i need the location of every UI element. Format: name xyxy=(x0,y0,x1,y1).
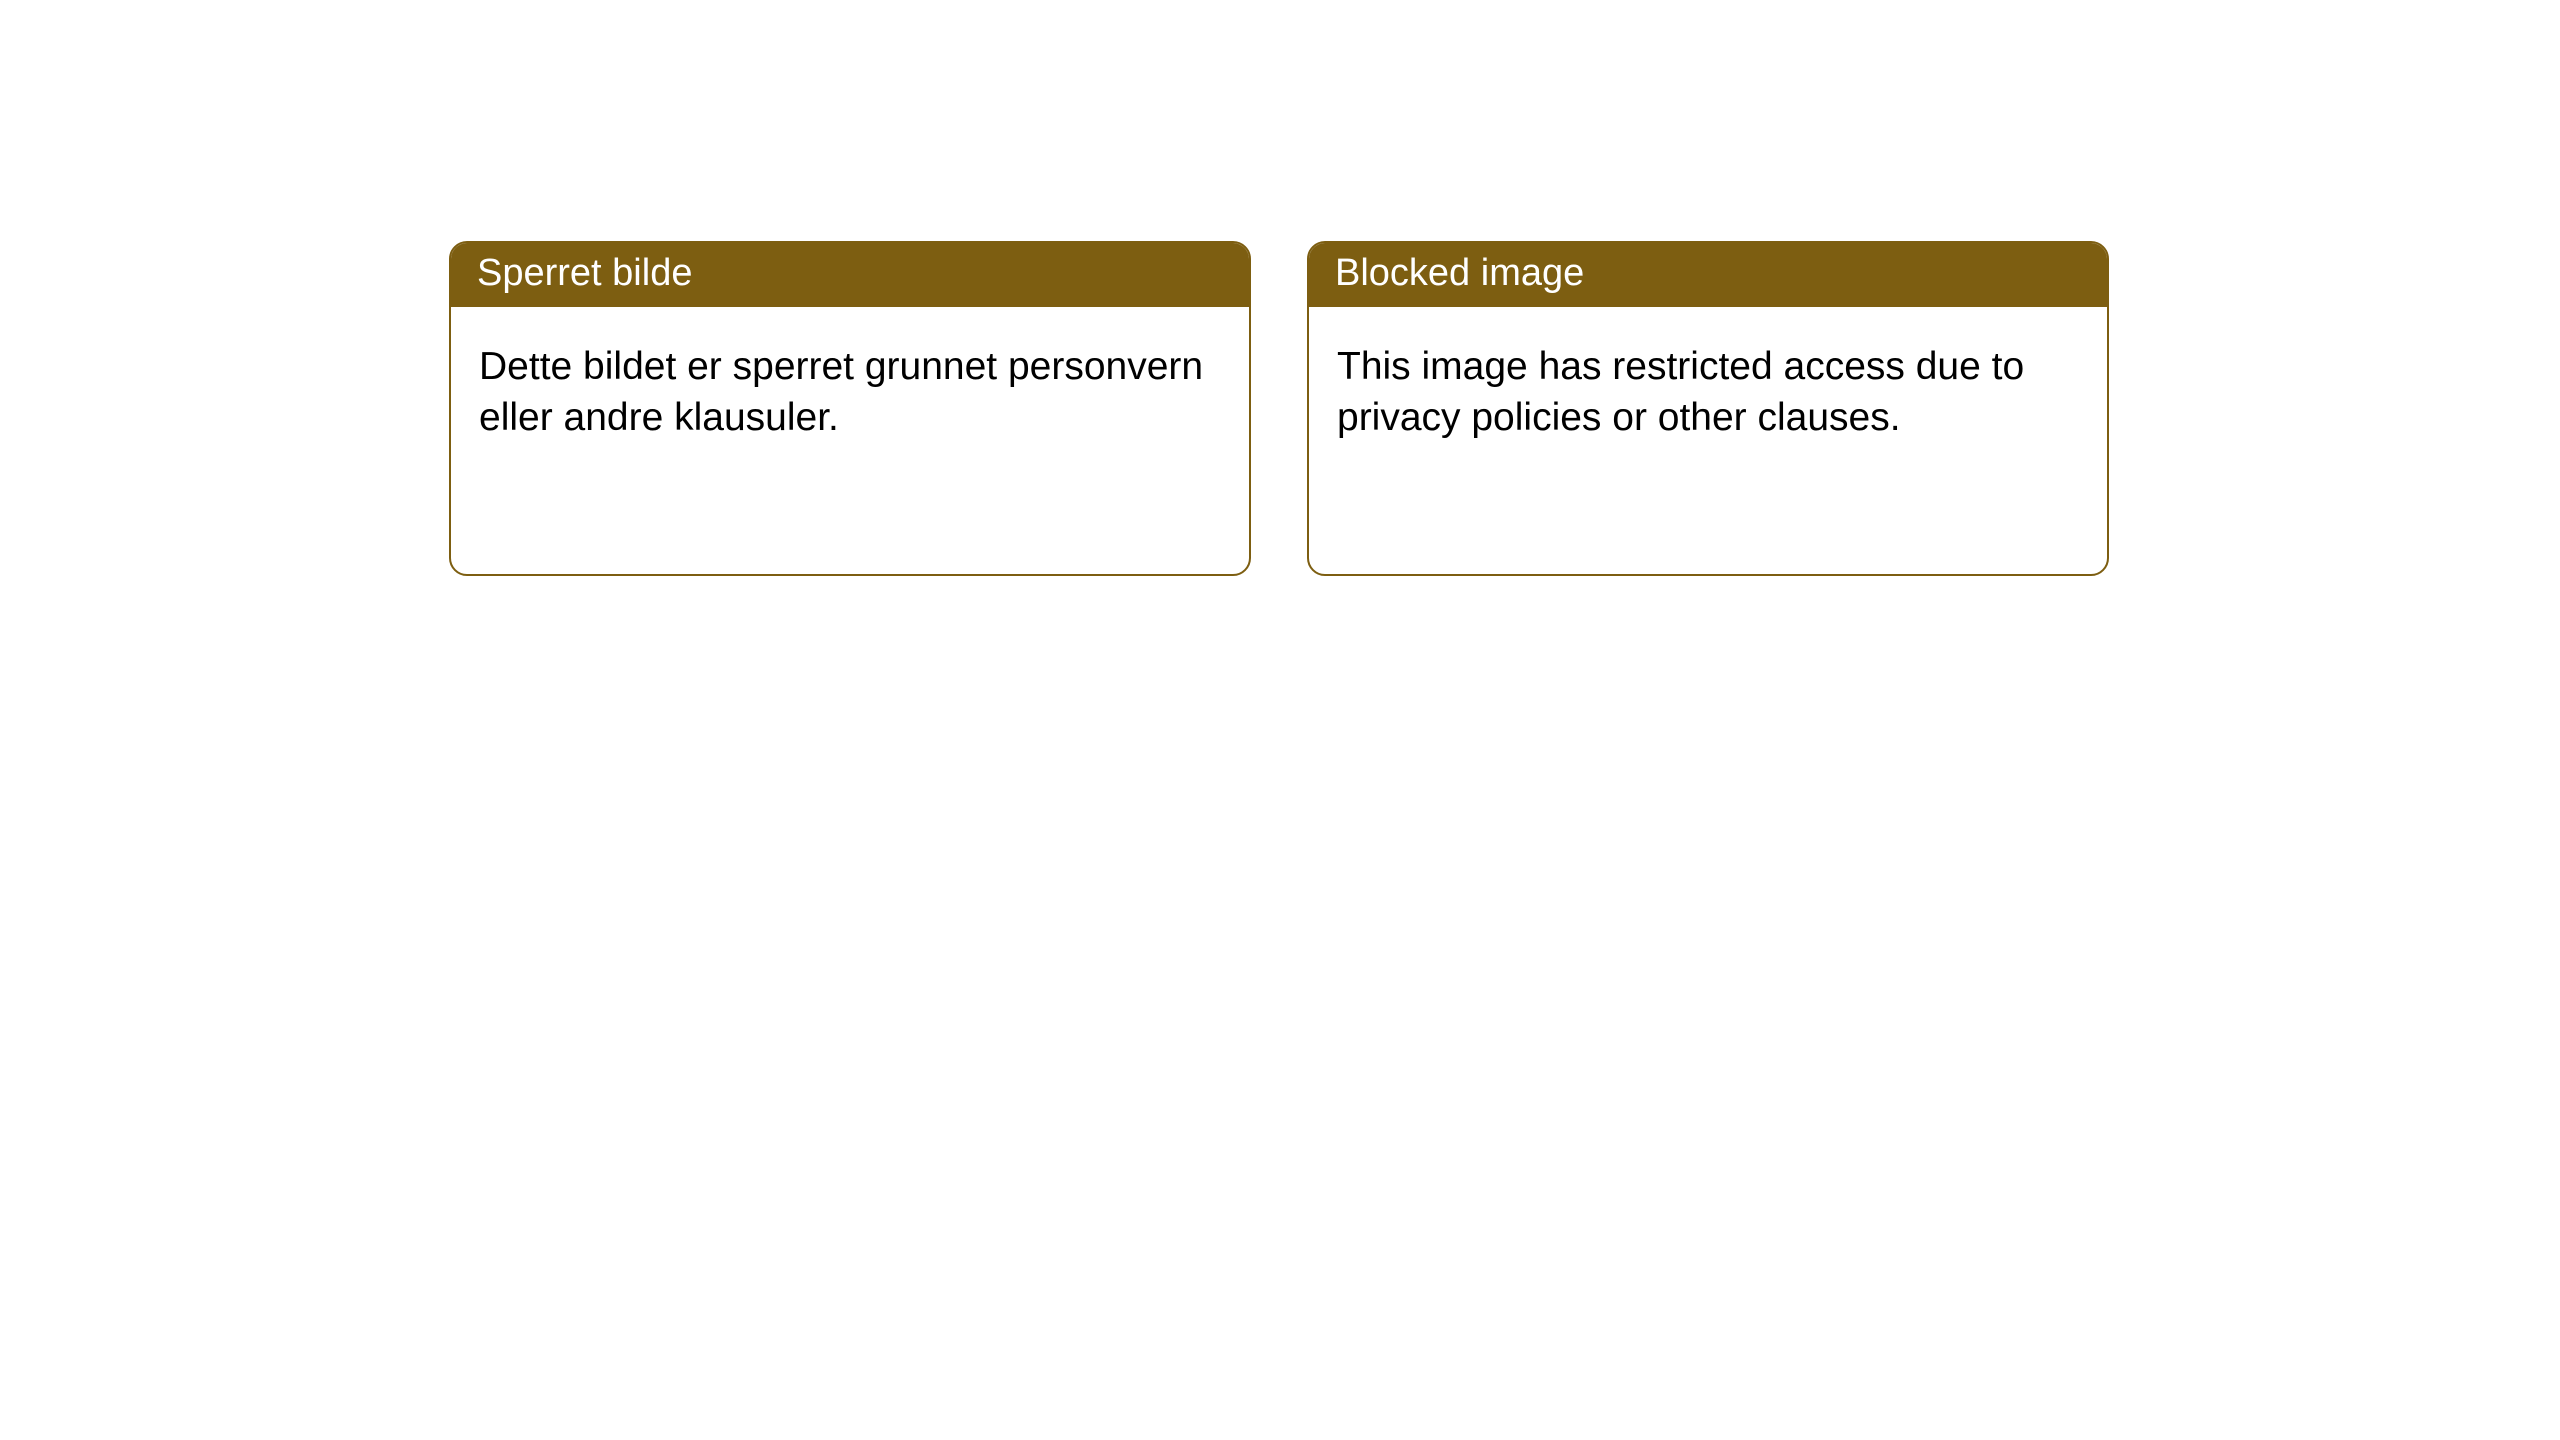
card-body: Dette bildet er sperret grunnet personve… xyxy=(451,307,1249,478)
card-header-text: Sperret bilde xyxy=(477,252,692,294)
card-header: Blocked image xyxy=(1309,243,2107,307)
card-body-text: This image has restricted access due to … xyxy=(1337,345,2024,439)
card-body: This image has restricted access due to … xyxy=(1309,307,2107,478)
card-header: Sperret bilde xyxy=(451,243,1249,307)
card-header-text: Blocked image xyxy=(1335,252,1584,294)
card-body-text: Dette bildet er sperret grunnet personve… xyxy=(479,345,1203,439)
notice-card-norwegian: Sperret bilde Dette bildet er sperret gr… xyxy=(449,241,1251,576)
cards-container: Sperret bilde Dette bildet er sperret gr… xyxy=(0,0,2560,576)
notice-card-english: Blocked image This image has restricted … xyxy=(1307,241,2109,576)
